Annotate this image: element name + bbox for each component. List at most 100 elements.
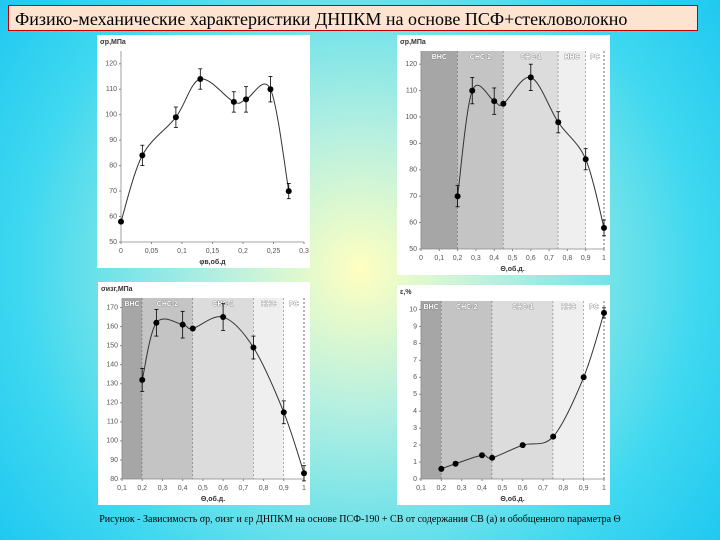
y-tick-label: 70 <box>409 193 417 200</box>
region-label: СНС-1 <box>512 304 533 311</box>
point <box>500 100 507 107</box>
x-tick-label: 0,4 <box>489 255 499 262</box>
x-tick-label: 0,6 <box>218 485 228 492</box>
x-tick-label: 0 <box>419 255 423 262</box>
x-tick-label: 0,3 <box>457 485 467 492</box>
y-tick-label: 7 <box>413 357 417 364</box>
region <box>421 51 458 249</box>
x-tick-label: 0,8 <box>259 485 269 492</box>
region <box>457 51 504 249</box>
y-tick-label: 0 <box>413 476 417 483</box>
point <box>452 460 459 467</box>
y-tick-label: 120 <box>405 61 417 68</box>
x-tick-label: 0,2 <box>453 255 463 262</box>
point <box>479 452 485 459</box>
point <box>250 344 257 351</box>
y-axis-label: σизг,МПа <box>101 286 133 293</box>
x-tick-label: 0,7 <box>538 485 548 492</box>
region <box>558 51 586 249</box>
region-label: РС <box>589 304 599 311</box>
x-tick-label: 0,5 <box>198 485 208 492</box>
region <box>585 51 604 249</box>
x-tick-label: 0,4 <box>477 485 487 492</box>
y-tick-label: 5 <box>413 391 417 398</box>
x-tick-label: 0,8 <box>563 255 573 262</box>
y-tick-label: 110 <box>106 86 117 93</box>
y-tick-label: 170 <box>106 304 118 311</box>
y-tick-label: 120 <box>105 61 117 68</box>
point <box>582 156 589 163</box>
y-tick-label: 90 <box>110 457 118 464</box>
y-tick-label: 50 <box>409 246 417 253</box>
region <box>421 301 442 479</box>
y-tick-label: 130 <box>106 381 118 388</box>
x-axis-label: Θ,об.д. <box>201 495 225 503</box>
x-tick-label: 0,1 <box>416 485 426 492</box>
y-tick-label: 4 <box>413 408 417 415</box>
region-label: РС <box>590 54 600 61</box>
x-tick-label: 0,6 <box>518 485 528 492</box>
y-tick-label: 90 <box>109 137 117 144</box>
y-axis-label: σр,МПа <box>100 39 126 46</box>
x-tick-label: 0,6 <box>526 255 536 262</box>
point <box>454 193 461 200</box>
y-tick-label: 160 <box>106 323 118 330</box>
x-axis-label: Θ,об.д. <box>500 265 524 273</box>
x-tick-label: 0,5 <box>508 255 518 262</box>
x-tick-label: 0,3 <box>299 248 309 255</box>
y-tick-label: 100 <box>405 114 417 121</box>
x-axis-label: Θ,об.д. <box>500 495 524 503</box>
y-tick-label: 10 <box>409 306 417 313</box>
point <box>197 76 204 83</box>
y-tick-label: 3 <box>413 425 417 432</box>
point <box>285 188 292 195</box>
y-tick-label: 80 <box>409 167 417 174</box>
x-tick-label: 0,3 <box>158 485 168 492</box>
point <box>118 218 124 225</box>
region <box>583 301 604 479</box>
y-tick-label: 1 <box>413 459 417 466</box>
y-tick-label: 80 <box>109 162 117 169</box>
x-tick-label: 0,9 <box>279 485 289 492</box>
point <box>601 224 607 231</box>
x-tick-label: 0,1 <box>177 248 187 255</box>
region <box>253 298 284 479</box>
point <box>243 96 250 103</box>
point <box>139 152 146 159</box>
point <box>519 442 526 449</box>
x-tick-label: 0,05 <box>145 248 159 255</box>
point <box>220 314 227 321</box>
y-tick-label: 120 <box>106 400 118 407</box>
y-tick-label: 80 <box>110 476 118 483</box>
y-axis-label: ε,% <box>400 289 412 296</box>
region <box>122 298 143 479</box>
point <box>267 86 274 93</box>
x-tick-label: 0,25 <box>267 248 281 255</box>
point <box>172 114 179 121</box>
x-tick-label: 0,9 <box>579 485 589 492</box>
caption: Рисунок - Зависимость σр, σизг и εр ДНПК… <box>99 514 621 525</box>
x-tick-label: 0,2 <box>436 485 446 492</box>
x-tick-label: 1 <box>302 485 306 492</box>
x-tick-label: 0,1 <box>434 255 444 262</box>
x-tick-label: 0,9 <box>581 255 591 262</box>
x-tick-label: 0,15 <box>206 248 220 255</box>
point <box>489 454 496 461</box>
y-tick-label: 110 <box>406 87 417 94</box>
x-tick-label: 0,7 <box>238 485 248 492</box>
region-label: ННС <box>261 301 276 308</box>
point <box>301 470 307 477</box>
x-tick-label: 0,3 <box>471 255 481 262</box>
region-label: ННС <box>561 304 576 311</box>
region-label: СНС-2 <box>157 301 178 308</box>
y-tick-label: 50 <box>109 239 117 246</box>
region-label: ВНС <box>424 304 439 311</box>
y-axis-label: σр,МПа <box>400 39 426 46</box>
panel <box>97 35 310 268</box>
point <box>438 465 445 472</box>
slide-title: Физико-механические характеристики ДНПКМ… <box>8 5 698 31</box>
point <box>189 325 196 332</box>
y-tick-label: 70 <box>109 188 117 195</box>
x-tick-label: 0,7 <box>544 255 554 262</box>
